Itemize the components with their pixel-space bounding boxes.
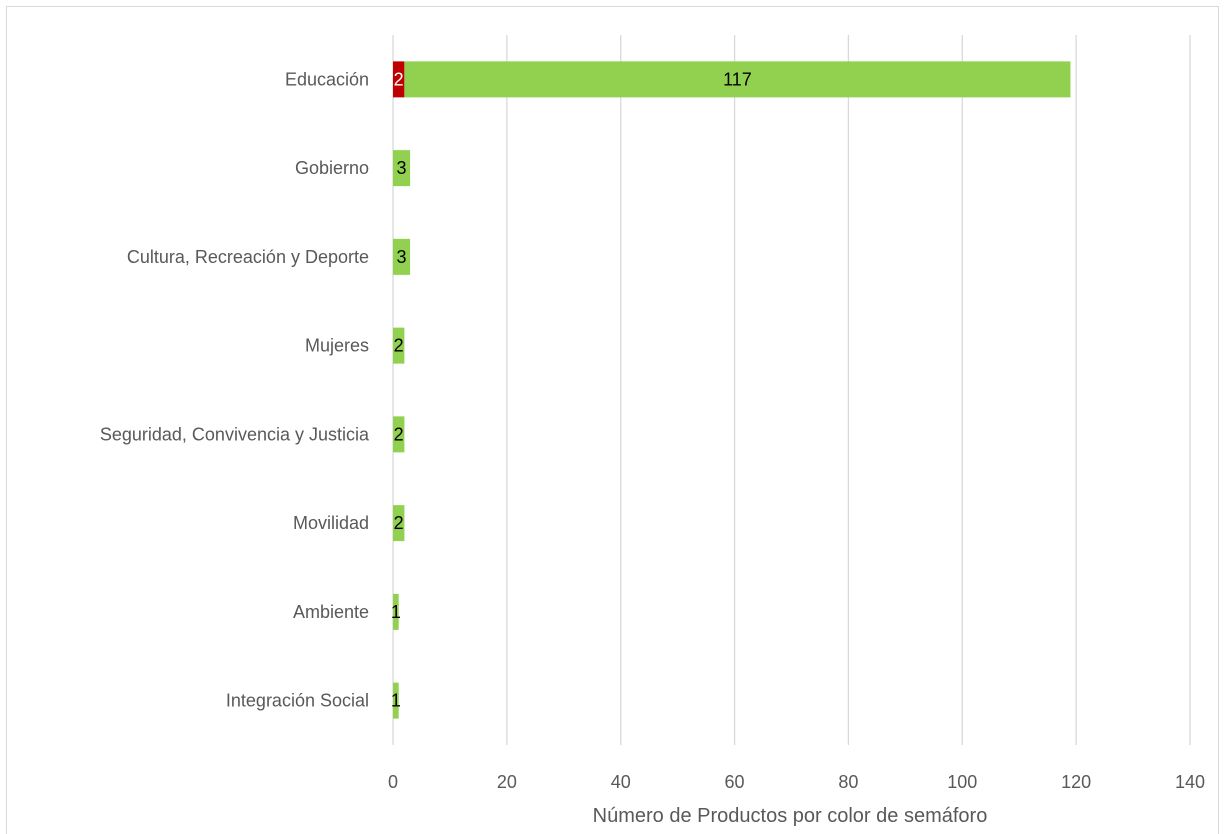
bar-segment xyxy=(393,150,411,187)
gridlines xyxy=(392,35,1191,745)
x-axis-title: Número de Productos por color de semáfor… xyxy=(593,805,988,827)
x-tick-label-20: 20 xyxy=(497,772,517,792)
data-label: 3 xyxy=(397,158,407,178)
x-tick-label-140: 140 xyxy=(1175,772,1205,792)
data-label: 3 xyxy=(397,247,407,267)
category-label: Integración Social xyxy=(226,691,369,711)
x-tick-label-0: 0 xyxy=(388,772,398,792)
x-tick-label-100: 100 xyxy=(947,772,977,792)
category-label: Movilidad xyxy=(293,513,369,533)
chart-frame xyxy=(6,6,1219,834)
data-label: 2 xyxy=(394,336,404,356)
data-label: 1 xyxy=(391,691,401,711)
data-label: 2 xyxy=(394,424,404,444)
category-label: Seguridad, Convivencia y Justicia xyxy=(100,424,370,444)
data-label: 117 xyxy=(723,69,752,89)
x-tick-label-120: 120 xyxy=(1061,772,1091,792)
category-label: Ambiente xyxy=(293,602,369,622)
bar-segment xyxy=(393,505,405,542)
bar-segment xyxy=(393,682,399,719)
bar-segment xyxy=(393,61,405,98)
bars: 2 117 3 3 2 2 2 1 1 xyxy=(391,61,1071,719)
category-label: Educación xyxy=(285,69,369,89)
data-label: 1 xyxy=(391,602,401,622)
x-tick-label-40: 40 xyxy=(611,772,631,792)
bar-segment xyxy=(393,593,399,630)
x-tick-label-60: 60 xyxy=(725,772,745,792)
category-label: Gobierno xyxy=(295,158,369,178)
x-tick-label-80: 80 xyxy=(838,772,858,792)
bar-segment xyxy=(404,61,1071,98)
x-tick-labels: 0 20 40 60 80 100 120 140 xyxy=(388,772,1205,792)
bar-segment xyxy=(393,238,411,275)
category-labels: Educación Gobierno Cultura, Recreación y D… xyxy=(100,69,370,710)
data-label: 2 xyxy=(394,513,404,533)
data-label: 2 xyxy=(394,69,404,89)
category-label: Mujeres xyxy=(305,336,369,356)
bar-segment xyxy=(393,327,405,364)
bar-segment xyxy=(393,416,405,453)
category-label: Cultura, Recreación y Deporte xyxy=(127,247,369,267)
